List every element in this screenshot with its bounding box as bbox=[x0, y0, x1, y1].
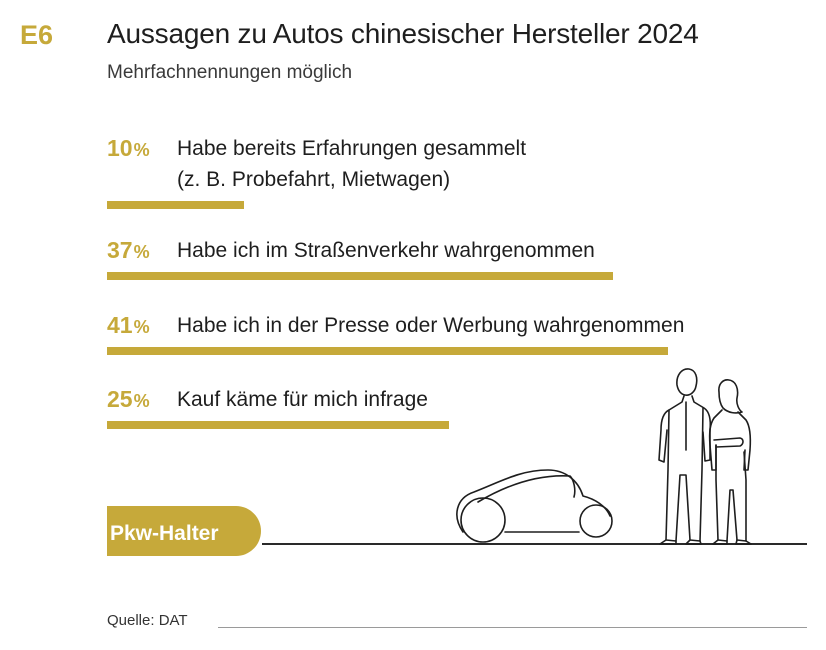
group-badge bbox=[107, 506, 261, 556]
chart-title: Aussagen zu Autos chinesischer Herstelle… bbox=[107, 18, 699, 49]
ground-line bbox=[262, 543, 807, 545]
group-badge-label: Pkw-Halter bbox=[110, 522, 219, 545]
car-outline-icon bbox=[456, 469, 613, 543]
bar-value-number: 25 bbox=[107, 386, 133, 412]
percent-sign: % bbox=[133, 391, 150, 411]
bar-value-label: 10% bbox=[107, 135, 150, 162]
bar-value-label: 25% bbox=[107, 386, 150, 413]
source-note: Quelle: DAT bbox=[107, 612, 188, 629]
bar bbox=[107, 421, 449, 429]
percent-sign: % bbox=[133, 242, 150, 262]
two-people-outline-icon bbox=[658, 368, 752, 545]
category-label: Habe bereits Erfahrungen gesammelt bbox=[177, 137, 527, 160]
bar bbox=[107, 272, 613, 280]
source-divider bbox=[218, 627, 807, 628]
percent-sign: % bbox=[133, 140, 150, 160]
category-label: Kauf käme für mich infrage bbox=[177, 388, 428, 411]
category-label: (z. B. Probefahrt, Mietwagen) bbox=[177, 168, 451, 191]
bar bbox=[107, 201, 244, 209]
bar-value-label: 37% bbox=[107, 237, 150, 264]
bar bbox=[107, 347, 668, 355]
bar-value-number: 10 bbox=[107, 135, 133, 161]
chart-subtitle: Mehrfachnennungen möglich bbox=[107, 62, 353, 83]
bar-value-label: 41% bbox=[107, 312, 150, 339]
figure-code: E6 bbox=[20, 20, 54, 50]
bar-value-number: 41 bbox=[107, 312, 133, 338]
bar-value-number: 37 bbox=[107, 237, 133, 263]
category-label: Habe ich im Straßenverkehr wahrgenommen bbox=[177, 239, 595, 262]
percent-sign: % bbox=[133, 317, 150, 337]
category-label: Habe ich in der Presse oder Werbung wahr… bbox=[177, 314, 685, 337]
